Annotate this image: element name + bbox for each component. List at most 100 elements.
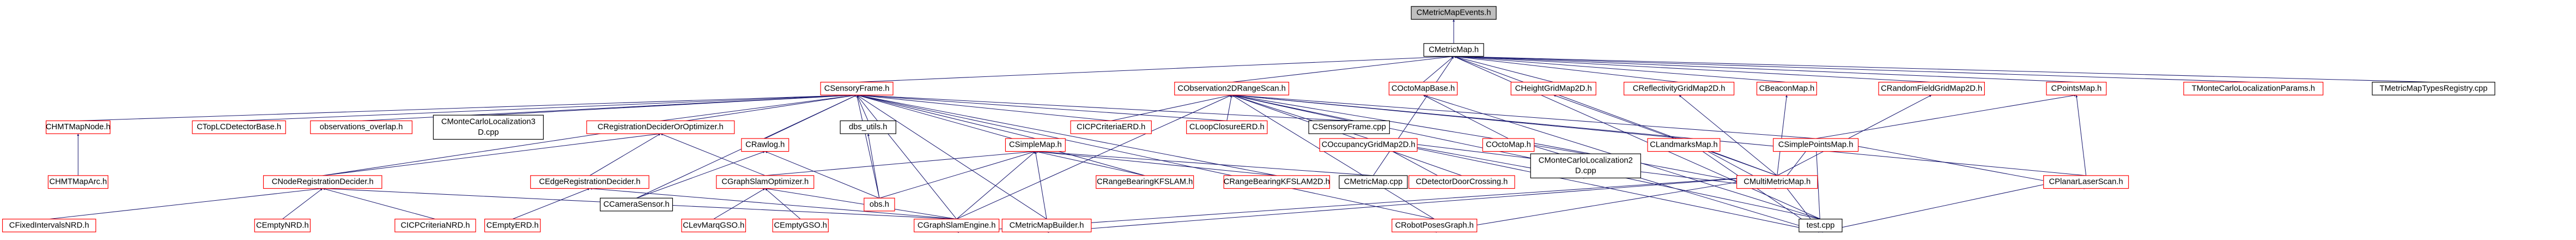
node-box bbox=[2, 219, 96, 232]
edge bbox=[1454, 55, 1787, 83]
node-box bbox=[1799, 219, 1843, 232]
edge bbox=[856, 95, 868, 121]
node: CSensoryFrame.h bbox=[820, 82, 894, 95]
edge bbox=[856, 94, 1111, 121]
edge bbox=[765, 150, 1036, 176]
edge bbox=[956, 151, 1036, 220]
node: CRandomFieldGridMap2D.h bbox=[1878, 82, 1985, 95]
edge bbox=[1553, 94, 1777, 176]
node: CSensoryFrame.cpp bbox=[1308, 120, 1390, 134]
edge bbox=[590, 133, 661, 176]
edge bbox=[1231, 94, 1816, 139]
node-label: CObservation2DRangeScan.h bbox=[1177, 84, 1285, 93]
node-label: CRegistrationDeciderOrOptimizer.h bbox=[598, 123, 724, 131]
node-box bbox=[2372, 82, 2495, 95]
node: CSimplePointsMap.h bbox=[1773, 138, 1859, 152]
edge bbox=[856, 94, 1145, 176]
edge bbox=[1454, 55, 1679, 83]
edge bbox=[1453, 56, 1777, 176]
node-box bbox=[394, 219, 476, 232]
node-box bbox=[530, 175, 649, 189]
node-label: CCameraSensor.h bbox=[603, 200, 669, 209]
node-label: CRangeBearingKFSLAM2D.h bbox=[1224, 178, 1330, 187]
node-box bbox=[1773, 138, 1859, 152]
edge bbox=[1226, 95, 1232, 121]
edge bbox=[856, 94, 1036, 139]
nodes: CMetricMapEvents.h CMetricMap.h CSensoryFr… bbox=[2, 6, 2495, 232]
node: CMetricMapBuilder.h bbox=[1001, 219, 1092, 232]
node-box bbox=[1001, 219, 1092, 232]
node-box bbox=[599, 197, 673, 212]
node-box bbox=[1423, 43, 1484, 57]
node: CLevMarqGSO.h bbox=[681, 219, 746, 232]
edge bbox=[1231, 94, 1435, 220]
node-box bbox=[716, 175, 815, 189]
edge bbox=[1373, 56, 1454, 176]
node-box bbox=[741, 138, 789, 152]
node: CICPCriteriaERD.h bbox=[1070, 120, 1152, 134]
node: CEmptyERD.h bbox=[484, 219, 541, 232]
node-label: CPointsMap.h bbox=[2051, 84, 2102, 93]
node: CLandmarksMap.h bbox=[1647, 138, 1721, 152]
edge bbox=[2075, 95, 2087, 176]
node: CFixedIntervalsNRD.h bbox=[2, 219, 96, 232]
node: TMonteCarloLocalizationParams.h bbox=[2183, 82, 2324, 95]
node-box bbox=[1319, 138, 1418, 152]
node-label: CDetectorDoorCrossing.h bbox=[1415, 178, 1508, 187]
node-label: CBeaconMap.h bbox=[1759, 84, 1815, 93]
edge bbox=[1423, 56, 1454, 82]
edge bbox=[78, 94, 857, 121]
node-box bbox=[1223, 175, 1330, 189]
edge bbox=[1035, 150, 1374, 176]
edge bbox=[1231, 94, 2086, 176]
edge bbox=[49, 187, 323, 220]
node-label: obs.h bbox=[870, 200, 889, 209]
node-box bbox=[1186, 120, 1268, 134]
node-box bbox=[914, 219, 1000, 232]
edge bbox=[764, 188, 801, 220]
node-label: TMonteCarloLocalizationParams.h bbox=[2192, 84, 2315, 93]
node-label: CEmptyGSO.h bbox=[774, 221, 827, 230]
node: CTopLCDetectorBase.h bbox=[192, 120, 286, 134]
node-label: CMultiMetricMap.h bbox=[1743, 178, 1811, 187]
node-label: CSimplePointsMap.h bbox=[1778, 141, 1854, 149]
node: CEdgeRegistrationDecider.h bbox=[530, 175, 649, 189]
node-label: CHeightGridMap2D.h bbox=[1515, 84, 1592, 93]
node-box bbox=[2183, 82, 2324, 95]
edge bbox=[856, 94, 1435, 220]
node: CSimpleMap.h bbox=[1005, 138, 1066, 152]
node: CNodeRegistrationDecider.h bbox=[263, 175, 382, 189]
node-box bbox=[2046, 82, 2107, 95]
node-box bbox=[1392, 219, 1478, 232]
edge bbox=[1111, 94, 1232, 121]
node-box bbox=[1096, 175, 1194, 189]
edge bbox=[1454, 55, 2434, 83]
node-label: CMonteCarloLocalization3 bbox=[441, 118, 536, 127]
edge bbox=[856, 94, 1277, 176]
node-label: CHMTMapNode.h bbox=[46, 123, 111, 131]
node-label: CRangeBearingKFSLAM.h bbox=[1097, 178, 1193, 187]
edge bbox=[1368, 138, 1821, 233]
node: CGraphSlamOptimizer.h bbox=[716, 175, 815, 189]
edge bbox=[660, 133, 765, 176]
edge bbox=[488, 94, 857, 116]
edge bbox=[323, 188, 436, 220]
edge bbox=[1035, 151, 1145, 176]
node: CLoopClosureERD.h bbox=[1186, 120, 1268, 134]
edge bbox=[1777, 95, 1788, 176]
edge bbox=[1454, 56, 1554, 83]
node: CBeaconMap.h bbox=[1756, 82, 1817, 95]
node: CMetricMap.h bbox=[1423, 43, 1484, 57]
edge bbox=[1035, 151, 1047, 219]
node: CReflectivityGridMap2D.h bbox=[1623, 82, 1735, 95]
edge bbox=[660, 94, 857, 121]
edge bbox=[1434, 175, 1777, 233]
node: obs.h bbox=[864, 197, 895, 212]
node: COctoMap.h bbox=[1482, 138, 1535, 152]
node-box bbox=[1736, 175, 1818, 189]
node-box bbox=[433, 115, 544, 140]
node-label: CNodeRegistrationDecider.h bbox=[272, 178, 374, 187]
node-box bbox=[1510, 82, 1596, 95]
edge bbox=[856, 95, 880, 199]
